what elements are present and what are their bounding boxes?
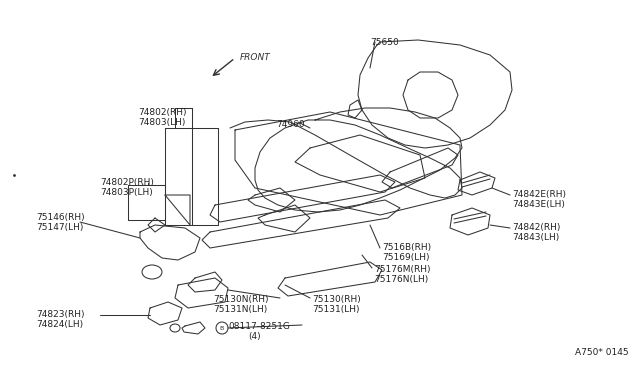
Text: 74823(RH): 74823(RH) xyxy=(36,310,84,319)
Text: 74842(RH): 74842(RH) xyxy=(512,223,561,232)
Text: 74842E(RH): 74842E(RH) xyxy=(512,190,566,199)
Text: 7516B(RH): 7516B(RH) xyxy=(382,243,431,252)
Text: B: B xyxy=(220,326,224,330)
Text: 75176N(LH): 75176N(LH) xyxy=(374,275,428,284)
Text: 75650: 75650 xyxy=(370,38,399,47)
Text: A750* 0145: A750* 0145 xyxy=(575,348,628,357)
Text: 75146(RH): 75146(RH) xyxy=(36,213,84,222)
Text: 74803P(LH): 74803P(LH) xyxy=(100,188,153,197)
Text: 74960: 74960 xyxy=(276,120,305,129)
Text: 75176M(RH): 75176M(RH) xyxy=(374,265,431,274)
Text: 75130(RH): 75130(RH) xyxy=(312,295,361,304)
Text: 74802(RH): 74802(RH) xyxy=(138,108,186,117)
Text: 08117-8251G: 08117-8251G xyxy=(228,322,290,331)
Text: FRONT: FRONT xyxy=(240,52,271,61)
Text: 74843E(LH): 74843E(LH) xyxy=(512,200,565,209)
Text: 74843(LH): 74843(LH) xyxy=(512,233,559,242)
Text: 75131N(LH): 75131N(LH) xyxy=(213,305,268,314)
Text: 75130N(RH): 75130N(RH) xyxy=(213,295,269,304)
Text: 74803(LH): 74803(LH) xyxy=(138,118,186,127)
Text: 75169(LH): 75169(LH) xyxy=(382,253,429,262)
Text: 74824(LH): 74824(LH) xyxy=(36,320,83,329)
Text: 75147(LH): 75147(LH) xyxy=(36,223,83,232)
Text: 74802P(RH): 74802P(RH) xyxy=(100,178,154,187)
Text: 75131(LH): 75131(LH) xyxy=(312,305,360,314)
Text: (4): (4) xyxy=(248,332,260,341)
